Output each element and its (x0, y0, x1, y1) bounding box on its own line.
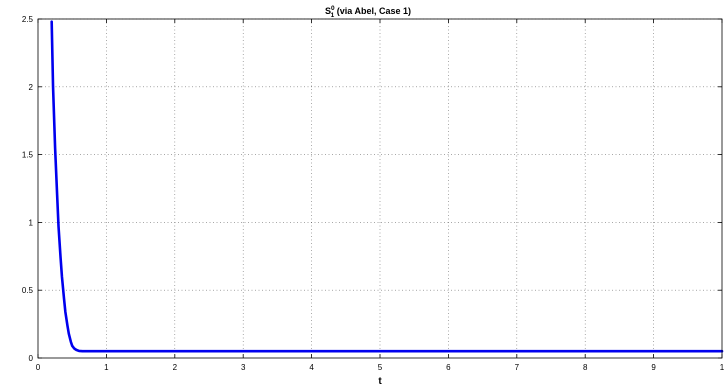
x-tick-label: 1 (720, 363, 724, 372)
grid (38, 18, 722, 358)
x-tick-label: 3 (241, 363, 246, 372)
y-tick-label: 2 (29, 83, 34, 92)
x-tick-label: 7 (515, 363, 520, 372)
chart-title: S0 1 (via Abel, Case 1) (325, 5, 411, 19)
x-tick-label: 4 (309, 363, 314, 372)
y-tick-label: 1.5 (22, 151, 34, 160)
x-tick-label: 8 (583, 363, 588, 372)
x-tick-label: 0 (36, 363, 41, 372)
axis-ticks: 0 1 2 3 4 5 6 7 8 9 100.511.522.5 (22, 15, 724, 372)
y-tick-label: 2.5 (22, 15, 34, 24)
chart-title-main: S (325, 6, 331, 16)
y-tick-label: 1 (29, 218, 34, 227)
y-tick-label: 0.5 (22, 286, 34, 295)
series-group (50, 20, 724, 353)
plot-frame (37, 18, 723, 359)
chart-title-suffix: (via Abel, Case 1) (334, 6, 411, 16)
x-tick-label: 2 (173, 363, 178, 372)
x-tick-label: 6 (446, 363, 451, 372)
y-tick-label: 0 (29, 354, 34, 363)
x-tick-label: 9 (651, 363, 656, 372)
x-axis-label: t (378, 376, 382, 387)
chart-title-superscript: 0 (331, 5, 335, 12)
series-line (50, 20, 724, 353)
x-tick-label: 1 (104, 363, 109, 372)
x-tick-label: 5 (378, 363, 383, 372)
chart-title-subscript: 1 (331, 12, 335, 19)
